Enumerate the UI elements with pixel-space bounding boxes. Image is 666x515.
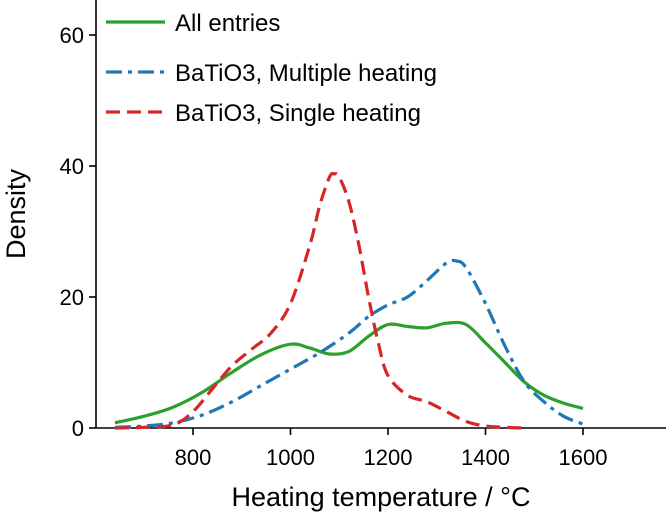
y-tick-label-60: 60 bbox=[60, 23, 84, 48]
series-all-entries bbox=[114, 320, 584, 425]
series-batio3-multiple-heating bbox=[114, 258, 584, 429]
y-tick-label-40: 40 bbox=[60, 154, 84, 179]
x-axis-title: Heating temperature / °C bbox=[232, 482, 531, 512]
x-tick-label-800: 800 bbox=[175, 445, 212, 470]
x-tick-label-1000: 1000 bbox=[266, 445, 315, 470]
x-tick-label-1600: 1600 bbox=[559, 445, 608, 470]
y-tick-label-0: 0 bbox=[72, 416, 84, 441]
series-batio3-single-heating bbox=[114, 171, 525, 430]
legend-batio3-multiple-heating-label: BaTiO3, Multiple heating bbox=[175, 60, 437, 87]
legend-all-entries-label: All entries bbox=[175, 10, 280, 37]
ticks: 800 1000 1200 1400 1600 0 20 40 60 bbox=[60, 23, 608, 470]
y-tick-label-20: 20 bbox=[60, 285, 84, 310]
legend: All entries BaTiO3, Multiple heating BaTiO… bbox=[106, 10, 437, 127]
legend-batio3-single-heating-label: BaTiO3, Single heating bbox=[175, 100, 421, 127]
axes bbox=[95, 0, 666, 429]
x-tick-label-1200: 1200 bbox=[364, 445, 413, 470]
series bbox=[114, 171, 584, 430]
y-axis-title: Density bbox=[1, 168, 31, 259]
x-tick-label-1400: 1400 bbox=[461, 445, 510, 470]
